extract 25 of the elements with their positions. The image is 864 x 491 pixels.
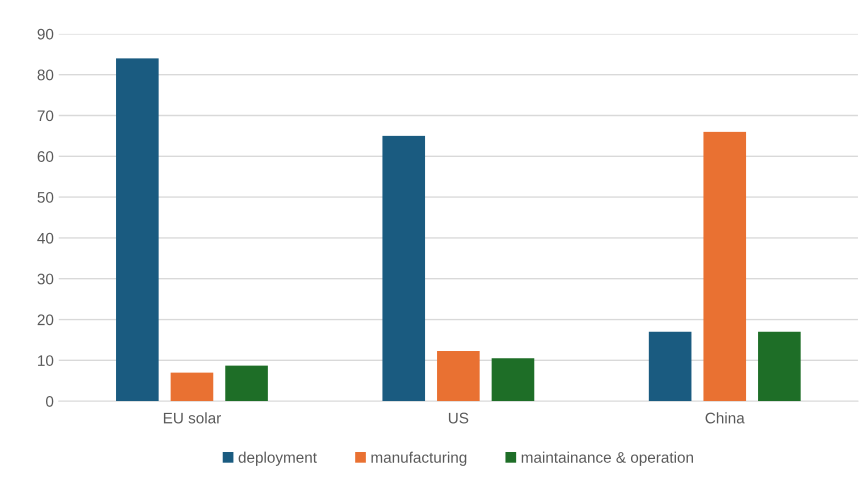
bar	[648, 332, 692, 402]
x-tick-label: EU solar	[164, 412, 221, 424]
bar	[492, 358, 534, 402]
bar	[170, 372, 214, 402]
y-tick-label: 50	[38, 192, 54, 203]
y-tick-label: 30	[37, 274, 54, 284]
y-tick-label: 70	[38, 110, 54, 122]
y-tick-label: 20	[38, 314, 54, 326]
x-tick-label: US	[448, 412, 468, 424]
bar	[703, 132, 746, 402]
bar	[116, 58, 159, 402]
bar	[437, 350, 480, 402]
y-tick-label: 60	[38, 151, 54, 162]
bar	[758, 332, 801, 402]
y-tick-label: 10	[38, 355, 54, 366]
legend-label: maintainance & operation	[522, 452, 693, 466]
y-tick-label: 0	[46, 396, 54, 407]
bar	[225, 366, 268, 402]
y-tick-label: 80	[38, 70, 54, 80]
y-tick-label: 90	[38, 28, 54, 40]
x-tick-label: China	[706, 412, 745, 424]
bar	[382, 136, 426, 402]
legend-label: manufacturing	[371, 452, 466, 466]
y-tick-label: 40	[37, 232, 54, 244]
legend-label: deployment	[238, 452, 317, 466]
